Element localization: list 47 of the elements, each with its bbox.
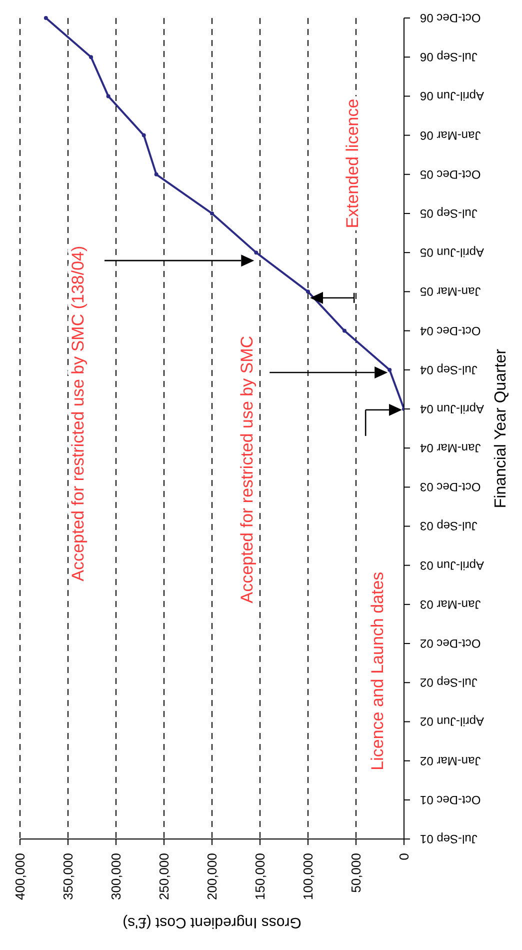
x-tick-label: 0 (396, 853, 412, 860)
point (142, 133, 146, 138)
annotation: Extended licence (343, 98, 362, 228)
x-tick-label: 250,000 (156, 853, 172, 900)
x-tick-label: 150,000 (252, 853, 268, 900)
y-tick-label: Oct-Dec 06 (420, 11, 481, 25)
y-tick-label: April-Jun 05 (420, 246, 484, 260)
annotation: Licence and Launch dates (368, 572, 388, 770)
y-tick-label: Jan-Mar 05 (420, 284, 481, 299)
x-tick-label: 350,000 (60, 853, 76, 900)
y-tick-label: April-Jun 04 (420, 402, 484, 416)
x-tick-label: 200,000 (204, 853, 220, 900)
x-tick-label: 100,000 (300, 853, 316, 900)
y-tick-label: Oct-Dec 05 (420, 167, 481, 182)
y-tick-label: Oct-Dec 01 (420, 792, 481, 807)
y-tick-label: Oct-Dec 04 (420, 324, 481, 338)
y-tick-label: Jul-Sep 03 (420, 519, 478, 534)
y-tick-label: Jul-Sep 06 (420, 50, 478, 64)
point (342, 328, 346, 333)
y-tick-label: Jul-Sep 01 (420, 832, 478, 846)
y-tick-label: Jan-Mar 03 (420, 597, 481, 612)
y-tick-label: Jan-Mar 06 (420, 128, 481, 142)
y-tick-label: Oct-Dec 03 (420, 480, 481, 494)
point (306, 290, 310, 294)
point (106, 94, 110, 98)
annotation: Accepted for restricted use by SMC (238, 336, 257, 604)
y-tick-label: April-Jun 06 (420, 89, 484, 104)
x-tick-label: 50,000 (348, 853, 364, 893)
point (210, 211, 214, 216)
y-tick-label: April-Jun 03 (420, 558, 484, 572)
point (154, 172, 158, 176)
point (89, 55, 94, 60)
y-tick-label: April-Jun 02 (420, 714, 484, 729)
y-tick-label: Oct-Dec 02 (420, 636, 481, 651)
y-axis-title: Financial Year Quarter (492, 348, 510, 508)
annotation: Accepted for restricted use by SMC (138/04) (68, 246, 88, 582)
x-axis-title: Gross Ingredient Cost (£'s) (122, 914, 302, 931)
y-tick-label: Jan-Mar 02 (420, 754, 481, 768)
y-tick-label: Jul-Sep 04 (420, 362, 478, 377)
point (254, 250, 258, 255)
x-tick-label: 300,000 (108, 853, 124, 900)
point (388, 368, 392, 372)
y-tick-label: Jul-Sep 02 (420, 676, 478, 690)
y-tick-label: Jan-Mar 04 (420, 441, 481, 456)
x-tick-label: 400,000 (12, 853, 28, 900)
point (44, 16, 48, 20)
y-tick-label: Jul-Sep 05 (420, 206, 478, 220)
